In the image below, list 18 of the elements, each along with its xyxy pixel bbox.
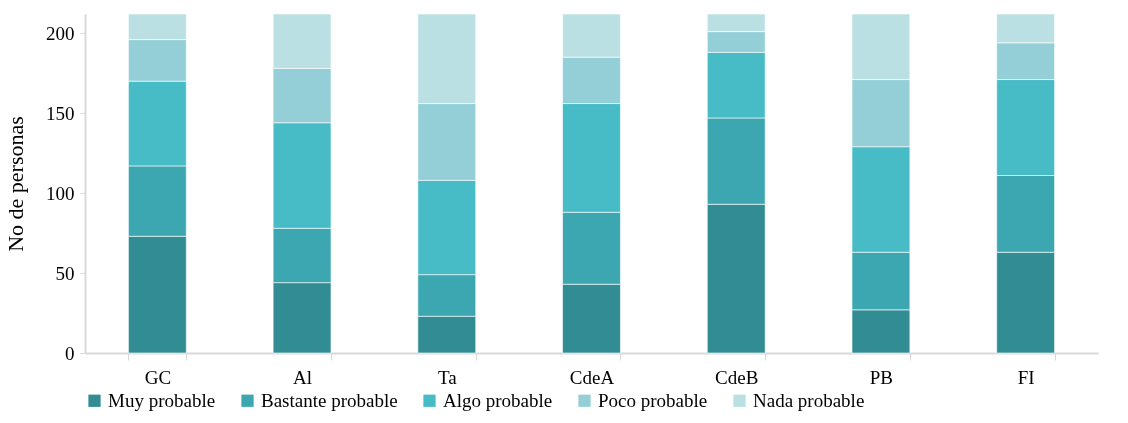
y-tick-label: 0 <box>65 342 75 364</box>
x-tick-label: CdeA <box>569 366 615 388</box>
legend-label: Bastante probable <box>261 389 398 411</box>
y-tick-label: 50 <box>55 262 75 284</box>
x-tick-label: PB <box>869 366 894 388</box>
x-tick-label: Al <box>293 366 313 388</box>
y-tick-label: 200 <box>46 22 75 44</box>
y-tick-label: 150 <box>46 102 75 124</box>
x-tick-label: Ta <box>437 366 458 388</box>
x-tick-label: CdeB <box>715 366 759 388</box>
legend-label: Muy probable <box>108 389 216 411</box>
y-axis-title: No de personas <box>3 116 28 252</box>
x-tick-label: GC <box>144 366 172 388</box>
y-tick-label: 100 <box>46 182 75 204</box>
legend-label: Algo probable <box>443 389 553 411</box>
x-tick-label: FI <box>1017 366 1035 388</box>
legend-label: Poco probable <box>598 389 708 411</box>
legend-label: Nada probable <box>753 389 865 411</box>
